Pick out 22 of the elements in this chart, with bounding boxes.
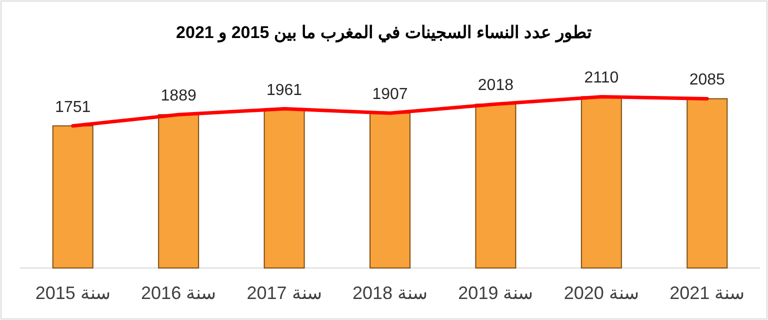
chart-title: تطور عدد النساء السجينات في المغرب ما بين 2015 و 2021 (176, 23, 592, 43)
x-tick-label: سنة 2018 (352, 283, 428, 303)
x-tick-label: سنة 2021 (670, 283, 745, 303)
x-tick-label: سنة 2015 (35, 283, 110, 303)
data-label: 2110 (584, 70, 619, 87)
data-label: 1961 (266, 82, 302, 99)
data-label: 1751 (55, 98, 91, 116)
bar (158, 114, 200, 268)
data-label: 1907 (372, 86, 408, 104)
data-label: 2085 (689, 72, 726, 89)
data-label: 1889 (160, 88, 196, 105)
x-tick-label: سنة 2017 (246, 283, 322, 303)
x-tick-label: سنة 2019 (458, 283, 534, 303)
bar (52, 125, 94, 268)
x-tick-label: سنة 2020 (564, 283, 639, 303)
bar (686, 98, 728, 268)
bar (264, 108, 305, 268)
bar (580, 96, 622, 268)
x-tick-label: سنة 2016 (141, 283, 216, 303)
bar (370, 112, 410, 268)
data-label: 2018 (478, 77, 514, 94)
bar (475, 104, 516, 268)
